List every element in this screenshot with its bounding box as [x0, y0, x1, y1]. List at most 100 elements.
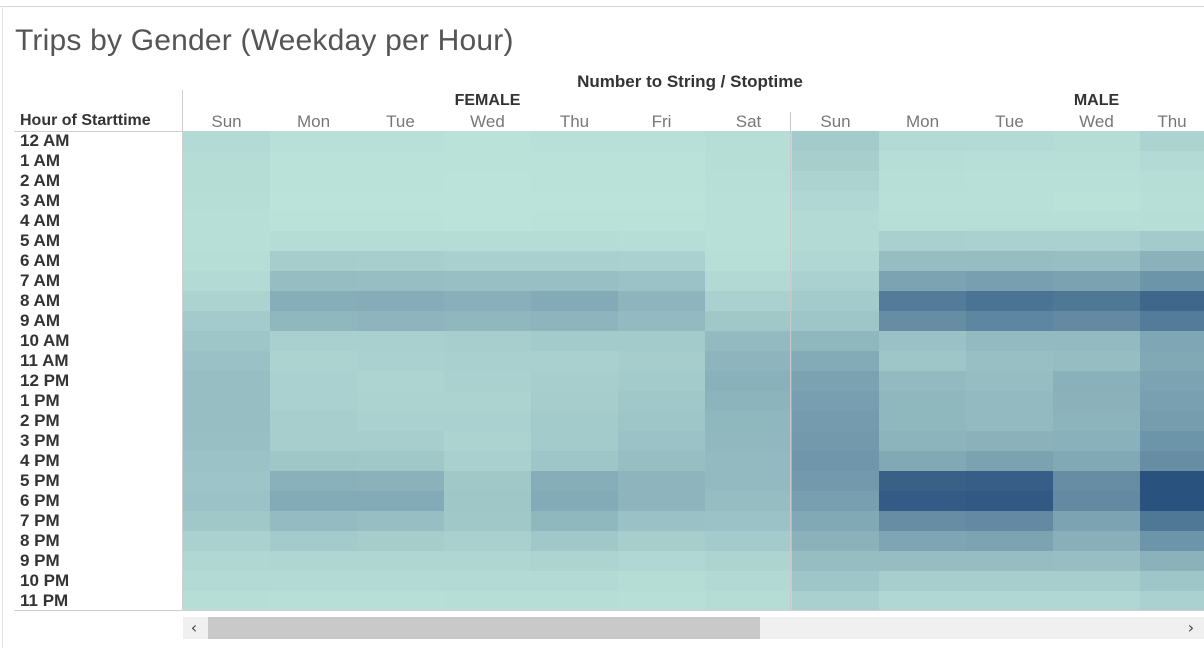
heatmap-cell[interactable]	[705, 351, 792, 371]
heatmap-cell[interactable]	[618, 171, 705, 191]
heatmap-cell[interactable]	[618, 551, 705, 571]
heatmap-cell[interactable]	[966, 471, 1053, 491]
heatmap-cell[interactable]	[705, 131, 792, 151]
heatmap-cell[interactable]	[270, 211, 357, 231]
heatmap-cell[interactable]	[531, 151, 618, 171]
heatmap-cell[interactable]	[1053, 291, 1140, 311]
heatmap-cell[interactable]	[1140, 191, 1204, 211]
heatmap-cell[interactable]	[1053, 131, 1140, 151]
heatmap-cell[interactable]	[531, 371, 618, 391]
heatmap-cell[interactable]	[183, 511, 270, 531]
heatmap-cell[interactable]	[1140, 471, 1204, 491]
heatmap-cell[interactable]	[444, 591, 531, 611]
heatmap-cell[interactable]	[618, 291, 705, 311]
heatmap-cell[interactable]	[705, 411, 792, 431]
heatmap-cell[interactable]	[966, 251, 1053, 271]
heatmap-cell[interactable]	[966, 171, 1053, 191]
heatmap-cell[interactable]	[357, 171, 444, 191]
heatmap-cell[interactable]	[531, 391, 618, 411]
heatmap-cell[interactable]	[705, 471, 792, 491]
heatmap-cell[interactable]	[357, 591, 444, 611]
heatmap-cell[interactable]	[531, 551, 618, 571]
heatmap-cell[interactable]	[705, 491, 792, 511]
heatmap-cell[interactable]	[183, 371, 270, 391]
heatmap-cell[interactable]	[357, 491, 444, 511]
heatmap-cell[interactable]	[1053, 531, 1140, 551]
heatmap-cell[interactable]	[966, 431, 1053, 451]
heatmap-cell[interactable]	[270, 271, 357, 291]
heatmap-cell[interactable]	[270, 591, 357, 611]
heatmap-cell[interactable]	[618, 251, 705, 271]
heatmap-cell[interactable]	[705, 231, 792, 251]
heatmap-cell[interactable]	[1140, 311, 1204, 331]
heatmap-cell[interactable]	[966, 271, 1053, 291]
heatmap-cell[interactable]	[1140, 211, 1204, 231]
heatmap-cell[interactable]	[618, 371, 705, 391]
heatmap-cell[interactable]	[531, 571, 618, 591]
heatmap-cell[interactable]	[792, 171, 879, 191]
heatmap-cell[interactable]	[357, 291, 444, 311]
heatmap-cell[interactable]	[792, 271, 879, 291]
heatmap-cell[interactable]	[531, 491, 618, 511]
heatmap-cell[interactable]	[705, 291, 792, 311]
heatmap-cell[interactable]	[792, 371, 879, 391]
heatmap-cell[interactable]	[531, 191, 618, 211]
heatmap-cell[interactable]	[1140, 171, 1204, 191]
heatmap-cell[interactable]	[618, 491, 705, 511]
heatmap-cell[interactable]	[357, 531, 444, 551]
heatmap-cell[interactable]	[357, 451, 444, 471]
heatmap-cell[interactable]	[270, 151, 357, 171]
heatmap-cell[interactable]	[183, 391, 270, 411]
heatmap-cell[interactable]	[183, 251, 270, 271]
heatmap-cell[interactable]	[879, 211, 966, 231]
heatmap-cell[interactable]	[1140, 451, 1204, 471]
heatmap-cell[interactable]	[183, 471, 270, 491]
heatmap-cell[interactable]	[705, 191, 792, 211]
heatmap-cell[interactable]	[444, 251, 531, 271]
heatmap-cell[interactable]	[966, 391, 1053, 411]
heatmap-cell[interactable]	[1140, 271, 1204, 291]
heatmap-cell[interactable]	[183, 131, 270, 151]
heatmap-cell[interactable]	[1053, 351, 1140, 371]
heatmap-cell[interactable]	[183, 171, 270, 191]
heatmap-cell[interactable]	[705, 551, 792, 571]
heatmap-cell[interactable]	[183, 491, 270, 511]
heatmap-cell[interactable]	[792, 311, 879, 331]
heatmap-cell[interactable]	[1053, 431, 1140, 451]
heatmap-cell[interactable]	[1053, 471, 1140, 491]
heatmap-cell[interactable]	[1140, 571, 1204, 591]
heatmap-cell[interactable]	[966, 591, 1053, 611]
heatmap-cell[interactable]	[792, 131, 879, 151]
heatmap-cell[interactable]	[531, 311, 618, 331]
heatmap-cell[interactable]	[705, 211, 792, 231]
heatmap-cell[interactable]	[618, 431, 705, 451]
heatmap-cell[interactable]	[270, 511, 357, 531]
heatmap-cell[interactable]	[618, 451, 705, 471]
heatmap-cell[interactable]	[1140, 151, 1204, 171]
heatmap-cell[interactable]	[792, 211, 879, 231]
heatmap-cell[interactable]	[357, 551, 444, 571]
heatmap-cell[interactable]	[618, 151, 705, 171]
heatmap-cell[interactable]	[270, 551, 357, 571]
heatmap-cell[interactable]	[183, 411, 270, 431]
heatmap-cell[interactable]	[792, 471, 879, 491]
heatmap-cell[interactable]	[1140, 131, 1204, 151]
heatmap-cell[interactable]	[1053, 231, 1140, 251]
heatmap-cell[interactable]	[705, 451, 792, 471]
heatmap-cell[interactable]	[879, 171, 966, 191]
heatmap-cell[interactable]	[357, 351, 444, 371]
heatmap-cell[interactable]	[879, 151, 966, 171]
heatmap-cell[interactable]	[270, 291, 357, 311]
heatmap-cell[interactable]	[705, 171, 792, 191]
heatmap-cell[interactable]	[792, 391, 879, 411]
heatmap-cell[interactable]	[705, 531, 792, 551]
heatmap-cell[interactable]	[1053, 331, 1140, 351]
heatmap-cell[interactable]	[444, 311, 531, 331]
heatmap-cell[interactable]	[444, 431, 531, 451]
heatmap-cell[interactable]	[879, 311, 966, 331]
heatmap-cell[interactable]	[879, 251, 966, 271]
heatmap-cell[interactable]	[270, 171, 357, 191]
heatmap-cell[interactable]	[270, 191, 357, 211]
heatmap-cell[interactable]	[531, 171, 618, 191]
heatmap-cell[interactable]	[531, 231, 618, 251]
